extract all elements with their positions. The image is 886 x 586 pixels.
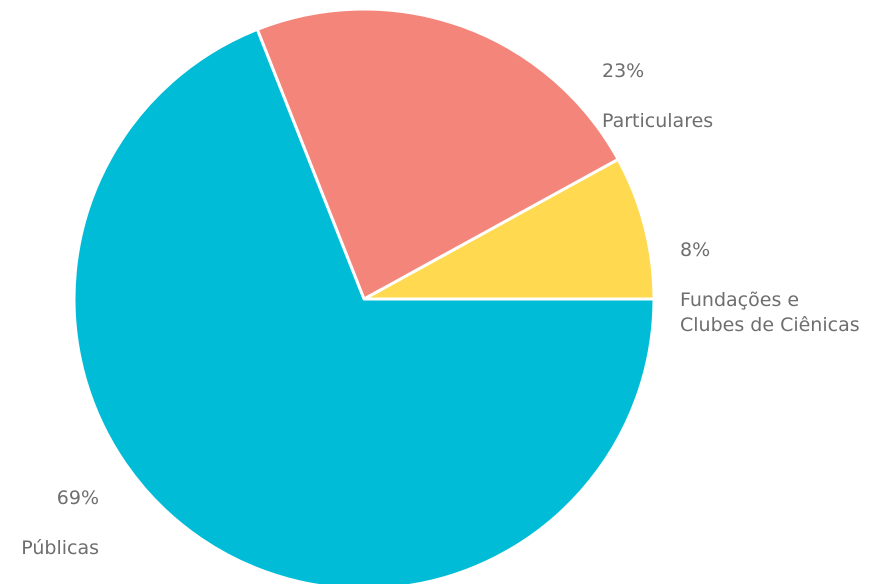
label-particulares: 23% Particulares bbox=[602, 34, 713, 159]
label-fundacoes-percent: 8% bbox=[680, 239, 711, 261]
label-particulares-percent: 23% bbox=[602, 60, 645, 82]
slice-particulares bbox=[255, 7, 620, 301]
label-publicas-percent: 69% bbox=[56, 487, 99, 509]
pie-slices bbox=[72, 7, 656, 584]
label-fundacoes: 8% Fundações e Clubes de Ciênicas bbox=[680, 213, 860, 363]
slice-publicas bbox=[72, 27, 656, 584]
label-particulares-name: Particulares bbox=[602, 110, 714, 132]
slice-fundacoes bbox=[362, 157, 656, 301]
label-fundacoes-name: Fundações e Clubes de Ciênicas bbox=[680, 289, 860, 336]
label-publicas-name: Públicas bbox=[21, 537, 99, 559]
label-publicas: 69% Públicas bbox=[21, 461, 99, 586]
